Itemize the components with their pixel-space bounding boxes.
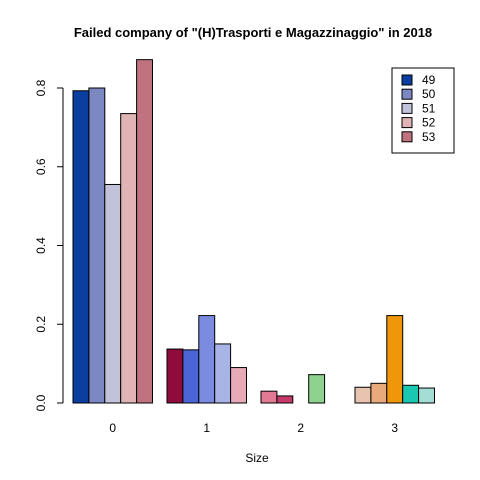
bar-3-0: [354, 386, 372, 404]
x-axis-labels: 0 1 2 3: [109, 421, 398, 435]
bar-3-3: [402, 384, 420, 404]
legend-swatch: [401, 117, 413, 129]
bar-2-0: [260, 390, 278, 404]
bar-0-2: [104, 183, 122, 404]
bar-1-1: [182, 349, 200, 404]
bar-2-1: [276, 395, 294, 404]
legend-label: 51: [422, 101, 436, 115]
bar-1-2: [198, 315, 216, 404]
legend-label: 50: [422, 87, 436, 101]
legend-swatch: [401, 88, 413, 100]
y-tick-label: 0.4: [34, 237, 48, 254]
chart-title: Failed company of "(H)Trasporti e Magazz…: [74, 25, 432, 40]
legend-swatch: [401, 102, 413, 114]
bar-1-0: [166, 348, 184, 404]
legend-swatch: [401, 131, 413, 143]
y-tick-label: 0.2: [34, 316, 48, 333]
bar-3-1: [370, 382, 388, 404]
y-tick-label: 0.6: [34, 158, 48, 175]
legend-label: 53: [422, 130, 436, 144]
bar-2-3: [308, 374, 326, 404]
y-axis: 0.0 0.2 0.4 0.6 0.8: [34, 79, 64, 411]
y-tick-label: 0.8: [34, 79, 48, 96]
x-tick-label: 1: [203, 421, 210, 435]
bar-0-0: [72, 90, 90, 404]
bar-1-3: [214, 343, 232, 404]
bar-1-4: [230, 367, 248, 404]
y-tick-label: 0.0: [34, 394, 48, 411]
legend-label: 52: [422, 116, 436, 130]
x-tick-label: 0: [109, 421, 116, 435]
bar-0-1: [88, 87, 106, 404]
legend-swatch: [401, 74, 413, 86]
bar-3-2: [386, 315, 404, 404]
bar-series: [72, 59, 436, 404]
bar-0-4: [136, 59, 154, 404]
bar-3-4: [418, 387, 436, 404]
legend-label: 49: [422, 73, 436, 87]
x-axis-title: Size: [245, 451, 269, 465]
bar-0-3: [120, 113, 138, 404]
x-tick-label: 3: [391, 421, 398, 435]
x-tick-label: 2: [297, 421, 304, 435]
